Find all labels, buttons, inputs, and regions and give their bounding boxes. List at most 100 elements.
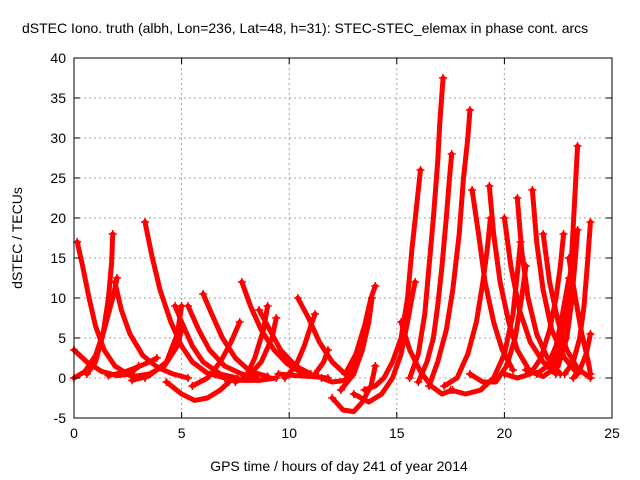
y-tick-label: 30 — [50, 130, 66, 146]
data-point — [586, 330, 595, 338]
x-tick-label: 0 — [70, 425, 78, 441]
data-point — [336, 386, 345, 394]
series-line — [329, 363, 378, 415]
data-point — [73, 238, 82, 246]
series-line — [486, 183, 531, 371]
series-line — [295, 295, 348, 377]
x-tick-label: 5 — [178, 425, 186, 441]
series-line — [501, 215, 559, 377]
series-line — [164, 379, 232, 403]
data-point — [220, 374, 229, 382]
data-point — [323, 346, 332, 354]
data-point — [128, 376, 137, 385]
data-point — [171, 302, 180, 310]
series-line — [282, 311, 318, 381]
series-line — [342, 283, 378, 377]
data-point — [569, 374, 578, 382]
series-line — [256, 307, 314, 377]
data-point — [317, 374, 326, 382]
data-point — [293, 294, 302, 302]
data-point — [188, 382, 197, 390]
data-point — [560, 370, 569, 378]
data-point — [411, 278, 420, 286]
y-tick-label: 5 — [58, 330, 66, 346]
data-point — [446, 386, 455, 394]
series-line — [570, 331, 593, 381]
data-point — [528, 186, 537, 194]
series-line — [362, 167, 423, 393]
data-point — [360, 386, 369, 394]
series-arc-06 — [104, 354, 161, 380]
data-point — [468, 186, 477, 194]
y-tick-label: 40 — [50, 50, 66, 66]
data-point — [349, 390, 358, 398]
series-arc-28 — [360, 166, 425, 394]
series-arc-43 — [500, 230, 568, 381]
series-line — [84, 231, 116, 377]
data-point — [559, 230, 568, 238]
x-tick-label: 15 — [389, 425, 405, 441]
series-arc-32 — [414, 150, 456, 386]
series-line — [351, 279, 418, 405]
series-line — [523, 227, 581, 379]
series-arc-23 — [311, 346, 332, 378]
series-arc-48 — [569, 330, 595, 382]
x-axis: 0 5 10 15 20 25 — [70, 58, 620, 441]
data-point — [328, 394, 337, 402]
data-point — [274, 370, 283, 378]
data-point — [465, 106, 474, 114]
data-point — [184, 374, 193, 382]
data-point — [235, 318, 244, 326]
data-point — [500, 214, 509, 222]
data-point — [82, 370, 91, 378]
series-line — [247, 315, 279, 377]
series-line — [398, 319, 456, 397]
data-point — [341, 370, 350, 378]
series-arc-17 — [246, 314, 281, 378]
series-line — [501, 231, 567, 381]
data-point — [439, 74, 448, 82]
data-point — [110, 278, 119, 286]
series-line — [415, 151, 455, 385]
y-axis-title: dSTEC / TECUs — [9, 187, 25, 289]
series-line — [105, 355, 160, 379]
series-arc-14 — [188, 318, 244, 390]
plot-frame — [73, 57, 613, 419]
data-point — [152, 354, 161, 362]
data-point — [509, 366, 518, 374]
series-arc-05 — [110, 278, 193, 382]
series-arc-29 — [349, 278, 420, 405]
series-arc-49 — [564, 254, 595, 378]
series-line — [441, 215, 493, 389]
data-point — [447, 150, 456, 158]
series-line — [172, 303, 241, 381]
data-point — [311, 370, 320, 378]
series-arc-45 — [521, 226, 582, 379]
series-arc-33 — [425, 106, 474, 390]
data-point — [263, 302, 272, 310]
data-point — [485, 182, 494, 190]
x-tick-label: 20 — [497, 425, 513, 441]
y-tick-label: 15 — [50, 250, 66, 266]
chart-title: dSTEC Iono. truth (albh, Lon=236, Lat=48… — [22, 20, 588, 36]
y-tick-label: 20 — [50, 210, 66, 226]
data-point — [414, 378, 423, 386]
data-point — [371, 282, 380, 290]
series-line — [426, 107, 473, 389]
data-point — [255, 306, 264, 314]
series-line — [566, 255, 593, 377]
series-arc-27 — [341, 282, 380, 378]
data-point — [199, 290, 208, 298]
data-point — [586, 218, 595, 226]
series-line — [338, 295, 375, 393]
data-point — [141, 218, 150, 226]
data-point — [500, 370, 509, 378]
y-tick-label: 25 — [50, 170, 66, 186]
data-point — [425, 382, 434, 390]
data-point — [397, 318, 406, 326]
y-axis: -5 0 5 10 15 20 25 30 35 40 — [50, 50, 612, 426]
series-line — [239, 279, 305, 376]
series-line — [467, 263, 529, 385]
series-line — [407, 75, 446, 381]
